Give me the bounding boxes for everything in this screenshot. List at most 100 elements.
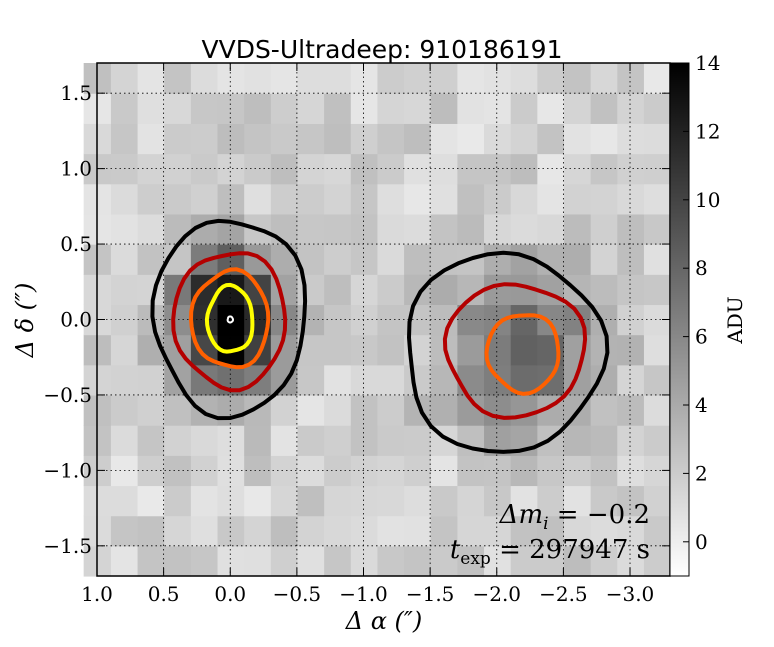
heatmap-pixel [510,545,538,577]
heatmap-pixel [403,364,431,396]
heatmap-pixel [563,425,591,456]
heatmap-pixel [456,183,485,215]
heatmap-pixel [136,515,165,547]
heatmap-pixel [403,93,431,124]
heatmap-pixel [403,545,431,577]
colorbar-tick-label: 6 [695,325,708,349]
contour-source-1-outer [150,218,308,421]
heatmap-pixel [323,394,351,426]
heatmap-pixel [590,93,618,124]
delta-m-value: = −0.2 [549,500,650,530]
heatmap-pixel [643,364,671,396]
colorbar-tick-label: 14 [695,51,720,75]
delta-m-annotation: Δmi = −0.2 [499,500,650,534]
heatmap-pixel [110,364,138,396]
heatmap-pixel [536,63,564,94]
heatmap-pixel [536,515,564,547]
heatmap-pixel [563,515,591,547]
heatmap-pixel [270,455,298,487]
heatmap-pixel [110,63,138,94]
contour-source-2-inner [484,313,561,396]
heatmap-pixel [243,123,271,155]
contour-source-2-mid [442,282,588,420]
heatmap-pixel [190,304,218,336]
heatmap-pixel [110,545,138,577]
heatmap-pixel [163,183,191,215]
heatmap-pixel [563,123,591,155]
heatmap-pixel [456,545,485,577]
heatmap-pixel [643,213,671,245]
colorbar-tick-label: 2 [695,461,708,485]
colorbar-ticks: 0 2 4 6 8 10 12 14 [683,51,720,554]
heatmap-pixel [643,545,671,577]
heatmap-pixel [536,304,564,336]
heatmap-pixel [110,183,138,215]
heatmap-pixel [136,485,165,517]
heatmap-pixel [323,545,351,577]
heatmap-pixel [243,545,271,577]
heatmap-pixel [430,515,458,547]
heatmap-pixel [376,274,405,306]
heatmap-pixel [110,515,138,547]
heatmap-pixel [456,334,485,366]
heatmap-pixel [403,425,431,456]
heatmap-pixel [590,274,618,306]
heatmap-pixel [190,63,218,94]
heatmap-pixel [163,455,191,487]
contour-source-2-outer [407,250,610,454]
heatmap-pixel [563,93,591,124]
heatmap-pixel [110,394,138,426]
heatmap-pixel [136,153,165,185]
heatmap-pixel [403,485,431,517]
heatmap-pixel [243,153,271,185]
contour-lines [150,218,610,454]
heatmap-pixel [296,485,325,517]
heatmap-pixel [376,63,405,94]
heatmap-pixel [536,183,564,215]
heatmap-pixel [163,123,191,155]
contour-source-1-mid [171,251,288,393]
heatmap-pixel [323,455,351,487]
heatmap-pixel [190,153,218,185]
heatmap-pixel [350,274,378,306]
heatmap-pixel [296,364,325,396]
heatmap-pixel [270,545,298,577]
x-tick-label: 0.0 [214,582,246,606]
heatmap-pixel [643,485,671,517]
heatmap-pixel [136,455,165,487]
delta-m-symbol: Δm [499,500,543,530]
colorbar-tick-label: 10 [695,188,720,212]
heatmap-pixel [163,153,191,185]
heatmap-pixel [163,485,191,517]
heatmap-pixel [456,93,485,124]
heatmap-pixel [110,93,138,124]
heatmap-pixel [643,123,671,155]
heatmap-pixel [456,364,485,396]
heatmap-pixel [536,123,564,155]
heatmap-pixel [403,183,431,215]
heatmap-pixel [163,545,191,577]
heatmap-pixel [430,485,458,517]
heatmap-pixel [643,425,671,456]
heatmap-pixel [110,274,138,306]
y-axis-label: Δ δ (″) [11,283,39,359]
heatmap-pixel [110,485,138,517]
heatmap-pixel [270,123,298,155]
heatmap-pixel [616,213,644,245]
heatmap-pixel [403,123,431,155]
heatmap-pixel [296,455,325,487]
heatmap-pixel [190,183,218,215]
heatmap-pixel [643,63,671,94]
heatmap-pixel [376,545,405,577]
heatmap-pixel [616,274,644,306]
delta-m-subscript: i [543,514,548,534]
heatmap-pixel [590,545,618,577]
heatmap-pixel [163,213,191,245]
heatmap-pixel [323,213,351,245]
heatmap-pixel [536,455,564,487]
contour-source-1-core [204,282,255,354]
heatmap-pixel [323,515,351,547]
heatmap-pixel [510,455,538,487]
heatmap-pixel [456,455,485,487]
heatmap-pixel [643,274,671,306]
